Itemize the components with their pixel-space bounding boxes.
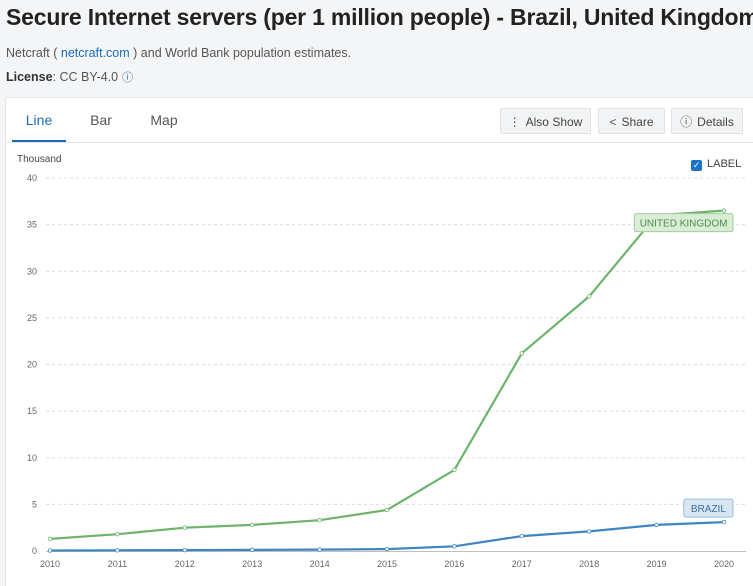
y-tick-label: 15 (27, 406, 37, 416)
x-tick-label: 2015 (377, 559, 397, 569)
y-tick-label: 0 (32, 546, 37, 556)
series-line-united-kingdom (49, 209, 725, 540)
y-tick-label: 35 (27, 220, 37, 230)
series-label-box (683, 498, 734, 518)
data-point (249, 547, 255, 553)
tab-line[interactable]: Line (12, 98, 66, 142)
also-show-label: Also Show (525, 115, 583, 129)
source-line: Netcraft ( netcraft.com ) and World Bank… (6, 46, 351, 60)
series-label-text: UNITED KINGDOM (640, 219, 728, 230)
y-axis-unit-label: Thousand (17, 154, 62, 165)
data-point (587, 529, 592, 534)
y-tick-label: 10 (27, 453, 37, 463)
data-point (519, 351, 524, 356)
data-point (452, 467, 457, 473)
y-tick-label: 25 (27, 313, 37, 323)
line-chart: 0 5 10 15 20 25 30 35 40 2010 2011 2012 2013 2014 2015… (27, 173, 746, 569)
data-point (384, 507, 390, 513)
tab-bar: Line Bar Map ⋮ Also Show < Share ⓘ Details (6, 98, 753, 143)
series-line-brazil (49, 521, 725, 552)
data-point (115, 532, 120, 537)
details-button[interactable]: ⓘ Details (671, 108, 743, 134)
data-point (721, 208, 727, 213)
y-tick-label: 20 (27, 360, 37, 370)
x-tick-label: 2014 (310, 559, 330, 569)
data-point (317, 518, 322, 523)
license-line: License: CC BY-4.0 ⓘ (6, 69, 133, 85)
chart-card: Line Bar Map ⋮ Also Show < Share ⓘ Details … (5, 97, 753, 586)
more-vertical-icon: ⋮ (508, 115, 521, 129)
data-point (384, 546, 390, 552)
y-tick-label: 40 (27, 173, 37, 183)
x-tick-label: 2019 (647, 559, 667, 569)
data-point (249, 522, 255, 528)
x-tick-label: 2013 (242, 559, 262, 569)
data-point (182, 525, 187, 530)
source-prefix: Netcraft ( (6, 46, 58, 60)
license-value: : CC BY-4.0 (52, 70, 119, 84)
y-tick-label: 30 (27, 266, 37, 276)
share-icon: < (609, 115, 617, 129)
data-point (721, 519, 727, 525)
data-point (519, 533, 524, 539)
x-tick-label: 2020 (714, 559, 734, 569)
source-suffix: ) and World Bank population estimates. (133, 46, 352, 60)
data-point (47, 536, 53, 542)
x-tick-label: 2011 (108, 559, 127, 569)
label-toggle-text: LABEL (707, 158, 742, 170)
data-point (654, 522, 659, 528)
tab-map[interactable]: Map (150, 112, 178, 128)
series-label-box (633, 213, 734, 233)
label-toggle[interactable]: ✓ LABEL (691, 158, 741, 171)
data-point (587, 294, 592, 299)
details-label: Details (697, 115, 734, 129)
share-label: Share (621, 115, 654, 129)
x-tick-label: 2016 (444, 559, 464, 569)
data-point (115, 548, 120, 553)
x-tick-label: 2012 (175, 559, 195, 569)
source-link[interactable]: netcraft.com (60, 46, 130, 60)
x-tick-label: 2017 (512, 559, 532, 569)
checkbox-checked-icon[interactable]: ✓ (691, 160, 702, 171)
license-label: License (6, 70, 53, 84)
y-tick-label: 5 (32, 499, 37, 509)
page-title: Secure Internet servers (per 1 million p… (6, 4, 753, 30)
also-show-button[interactable]: ⋮ Also Show (500, 108, 591, 134)
data-point (47, 548, 53, 553)
x-tick-label: 2010 (40, 559, 60, 569)
data-point (317, 547, 322, 552)
x-tick-label: 2018 (579, 559, 599, 569)
info-circle-icon: ⓘ (680, 115, 693, 129)
info-icon[interactable]: ⓘ (122, 72, 134, 84)
share-button[interactable]: < Share (598, 108, 665, 134)
data-point (182, 547, 187, 553)
data-point (452, 544, 457, 549)
tab-bar-chart[interactable]: Bar (90, 112, 112, 128)
series-label-text: BRAZIL (691, 504, 726, 515)
